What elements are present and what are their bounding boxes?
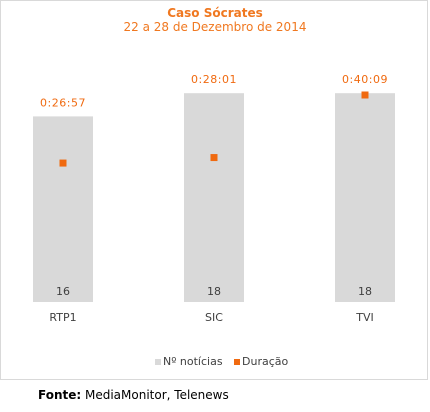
legend-swatch-noticias bbox=[155, 359, 161, 365]
legend-label-duracao: Duração bbox=[242, 355, 288, 368]
source-text: MediaMonitor, Telenews bbox=[81, 388, 229, 402]
duration-label: 0:26:57 bbox=[40, 96, 86, 109]
category-label: TVI bbox=[355, 311, 374, 324]
duration-point bbox=[59, 159, 67, 167]
source-note: Fonte: MediaMonitor, Telenews bbox=[38, 388, 229, 402]
source-label: Fonte: bbox=[38, 388, 82, 402]
bar-sic bbox=[184, 93, 244, 302]
bar-rtp1 bbox=[33, 116, 93, 303]
legend-label-noticias: Nº notícias bbox=[163, 355, 223, 368]
chart-frame bbox=[0, 0, 428, 380]
duration-label: 0:40:09 bbox=[342, 73, 388, 86]
bar-value-label: 16 bbox=[56, 285, 70, 298]
category-label: RTP1 bbox=[49, 311, 76, 324]
chart-plot: 16 0:26:57 RTP1 18 0:28:01 SIC 18 0:40:09 TVI Nº … bbox=[33, 73, 395, 368]
bar-value-label: 18 bbox=[358, 285, 372, 298]
bar-value-label: 18 bbox=[207, 285, 221, 298]
category-label: SIC bbox=[205, 311, 223, 324]
duration-point bbox=[361, 91, 369, 99]
duration-label: 0:28:01 bbox=[191, 73, 237, 86]
legend-swatch-duracao bbox=[234, 359, 240, 365]
chart-title: Caso Sócrates bbox=[167, 6, 263, 20]
chart-subtitle: 22 a 28 de Dezembro de 2014 bbox=[123, 20, 307, 34]
bar-tvi bbox=[335, 93, 395, 302]
duration-point bbox=[210, 154, 218, 162]
